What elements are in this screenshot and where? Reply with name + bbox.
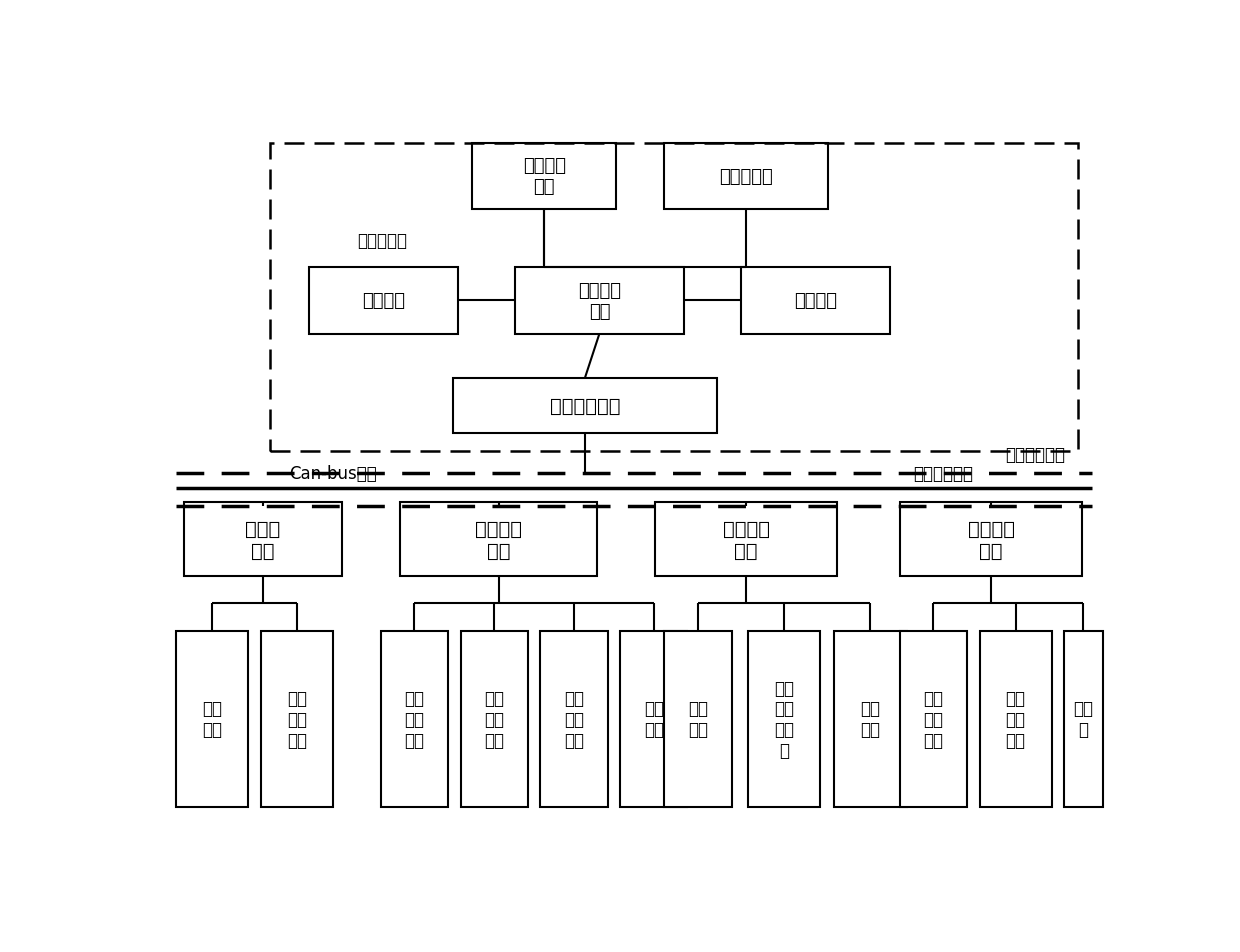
Text: 动力
舵机
控制: 动力 舵机 控制	[404, 689, 424, 749]
Text: 运动控制
单元: 运动控制 单元	[475, 519, 522, 560]
Text: 磁导
航传
感器: 磁导 航传 感器	[286, 689, 306, 749]
Text: 翻抛
滚筒
控制: 翻抛 滚筒 控制	[564, 689, 584, 749]
Bar	[900, 503, 1083, 576]
Text: 行为决策
软件: 行为决策 软件	[578, 282, 621, 321]
Text: 充电
对接
模块: 充电 对接 模块	[1006, 689, 1025, 749]
Bar	[665, 144, 828, 209]
Bar	[1064, 631, 1102, 807]
Text: 投料
控制: 投料 控制	[644, 700, 663, 739]
Bar	[835, 631, 906, 807]
Bar	[516, 268, 683, 334]
Text: 雷达
信号
处理
器: 雷达 信号 处理 器	[774, 679, 794, 759]
Bar	[270, 144, 1078, 451]
Bar	[260, 631, 332, 807]
Bar	[655, 503, 837, 576]
Text: Can-bus总线: Can-bus总线	[289, 465, 377, 483]
Bar	[748, 631, 820, 807]
Bar	[900, 631, 967, 807]
Text: 防撞保护
单元: 防撞保护 单元	[723, 519, 770, 560]
Text: 软件界面: 软件界面	[794, 292, 837, 310]
Bar	[401, 503, 596, 576]
Bar	[381, 631, 448, 807]
Bar	[620, 631, 687, 807]
Text: 嵌入式工控机: 嵌入式工控机	[549, 396, 620, 415]
Bar	[541, 631, 608, 807]
Text: 测距
雷达: 测距 雷达	[688, 700, 708, 739]
Text: 生产预案: 生产预案	[362, 292, 404, 310]
Bar	[453, 378, 717, 433]
Text: 无线局域网: 无线局域网	[357, 232, 407, 249]
Text: 自动充电
单元: 自动充电 单元	[967, 519, 1014, 560]
Bar	[665, 631, 732, 807]
Text: 电池
电压
监测: 电池 电压 监测	[924, 689, 944, 749]
Bar	[460, 631, 528, 807]
Bar	[309, 268, 458, 334]
Text: 触摸显示器: 触摸显示器	[719, 168, 773, 186]
Text: 报警
模块: 报警 模块	[861, 700, 880, 739]
Bar	[980, 631, 1052, 807]
Bar	[184, 503, 342, 576]
Text: 行为决策单元: 行为决策单元	[1006, 446, 1065, 464]
Text: 方向
舵机
控制: 方向 舵机 控制	[485, 689, 505, 749]
Bar	[742, 268, 890, 334]
Bar	[472, 144, 616, 209]
Text: 磁条
轨迹: 磁条 轨迹	[202, 700, 222, 739]
Text: 磁导航
单元: 磁导航 单元	[246, 519, 280, 560]
Text: 充电
站: 充电 站	[1074, 700, 1094, 739]
Text: 通讯总线单元: 通讯总线单元	[913, 465, 973, 483]
Text: 用户移动
终端: 用户移动 终端	[523, 157, 565, 196]
Bar	[176, 631, 248, 807]
